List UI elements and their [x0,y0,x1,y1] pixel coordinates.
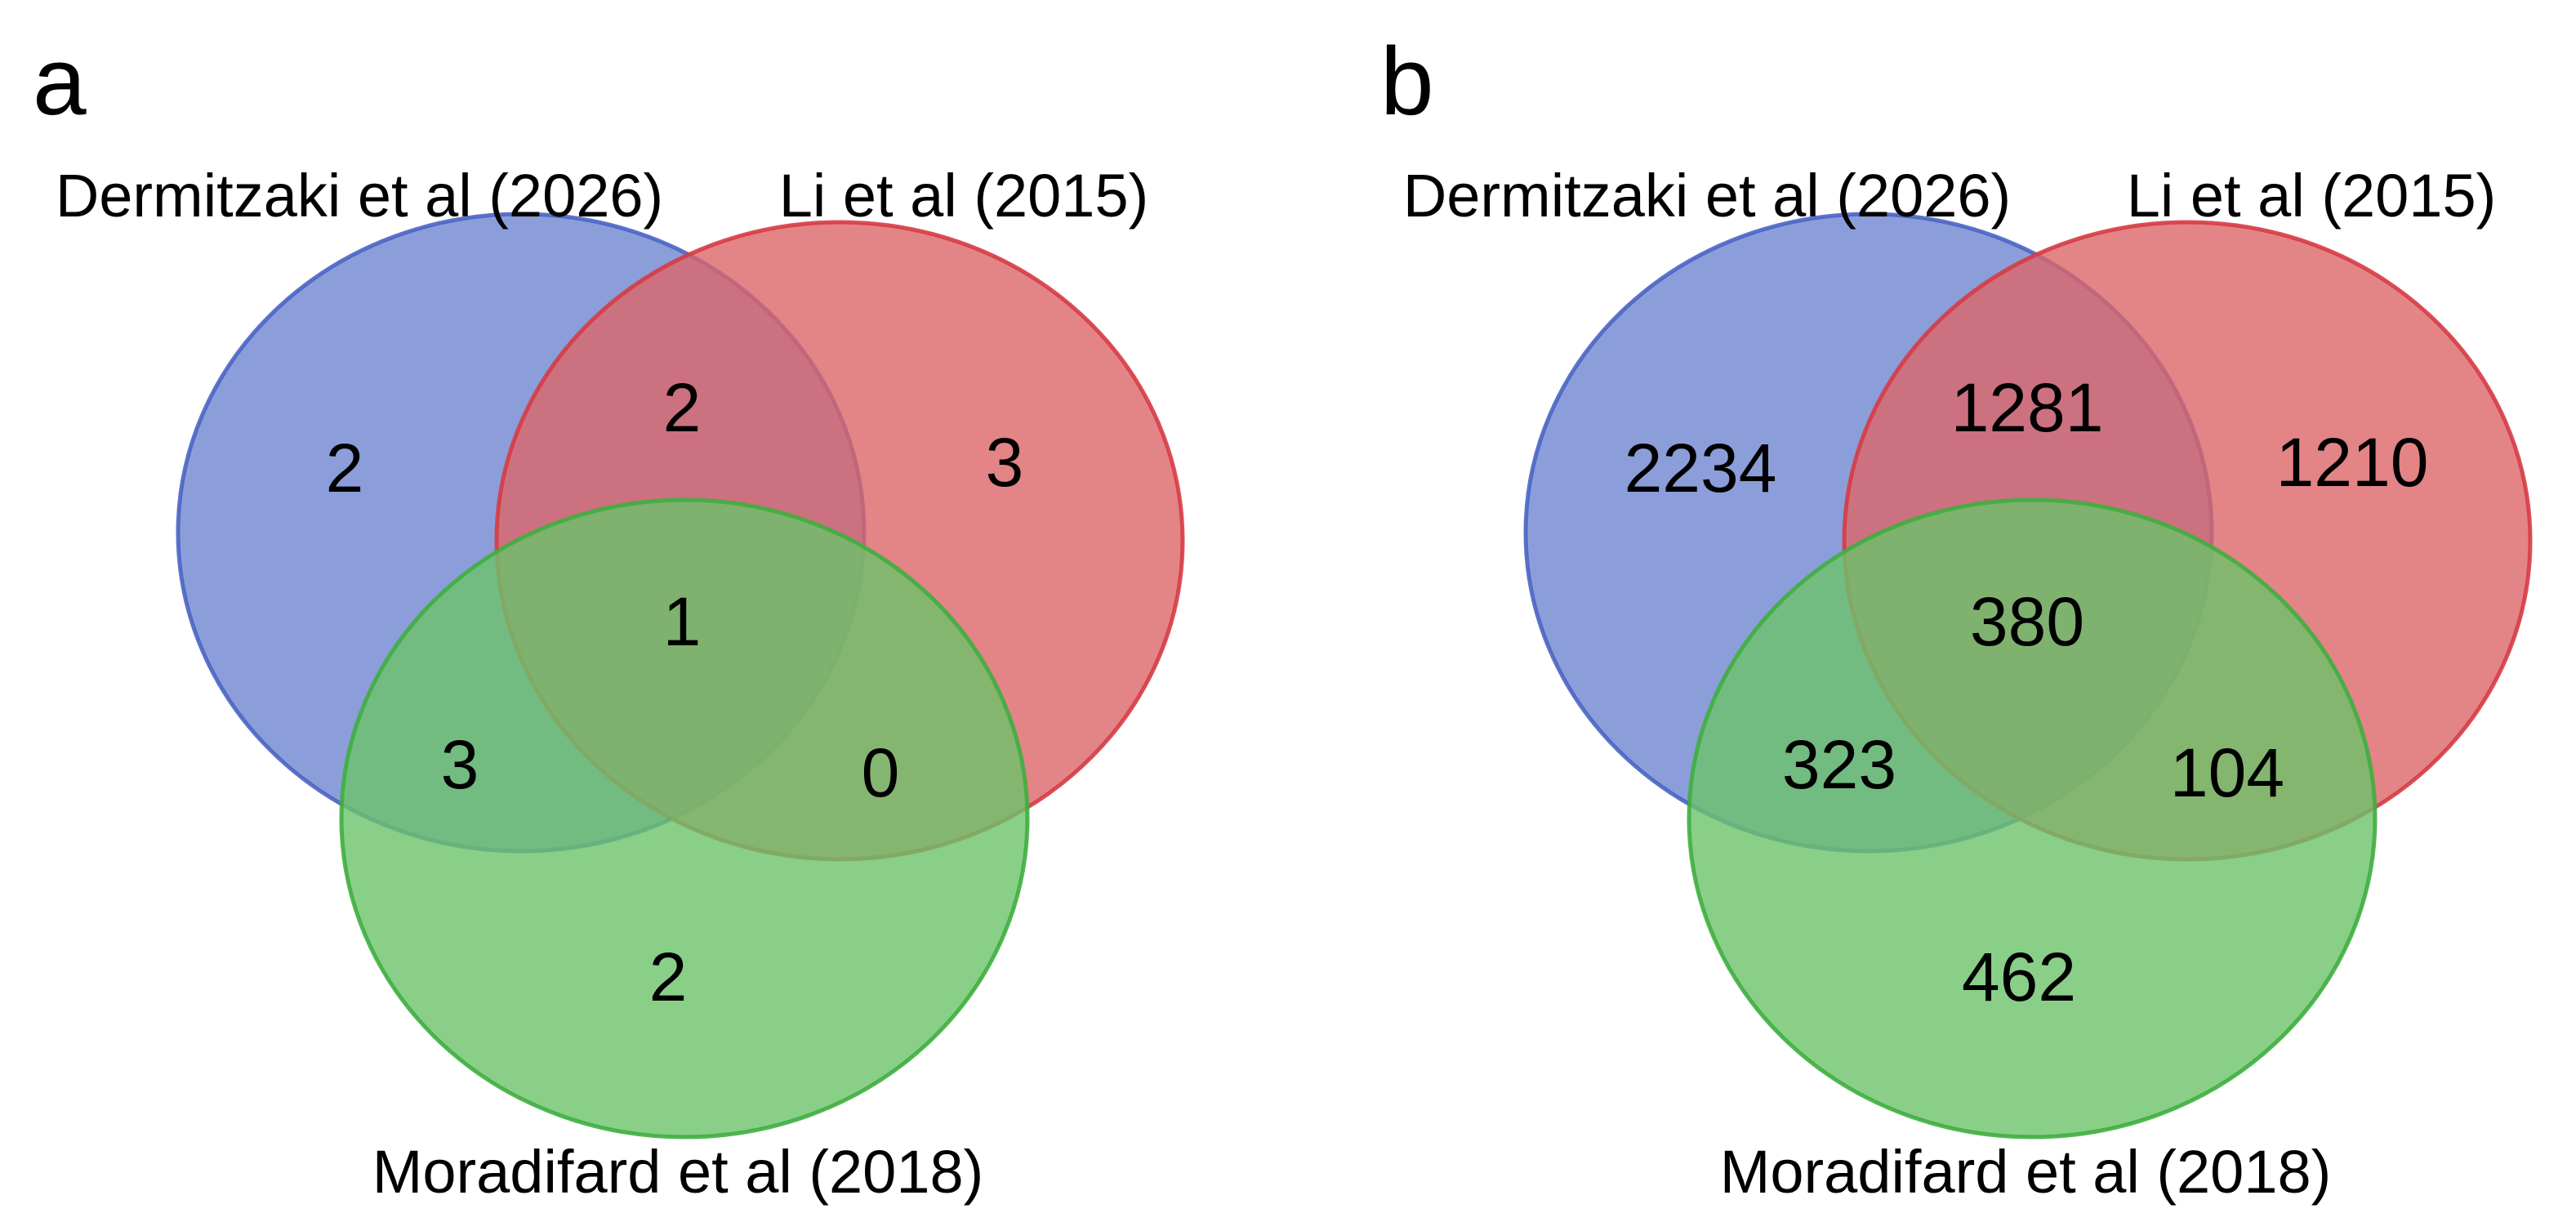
region-count-b-ab: 1281 [1951,369,2104,446]
region-count-b-set-a-only: 2234 [1624,430,1777,506]
region-count-a-ac: 3 [441,726,479,803]
set-label-b-dermitzaki: Dermitzaki et al (2026) [1403,162,2011,230]
region-count-a-abc: 1 [663,583,702,660]
set-label-a-li: Li et al (2015) [779,162,1149,230]
region-count-a-ab: 2 [663,369,702,446]
region-count-b-bc: 104 [2170,734,2284,811]
venn-circle-b-set-c [1687,497,2378,1140]
region-count-a-bc: 0 [862,734,900,811]
region-count-a-set-c-only: 2 [649,939,688,1015]
region-count-b-ac: 323 [1782,726,1896,803]
panel-letter-a: a [33,28,87,136]
region-count-b-abc: 380 [1970,583,2084,660]
set-label-b-li: Li et al (2015) [2127,162,2497,230]
venn-panel-a: a Dermitzaki et al (2026) Li et al (2015… [33,28,1185,1206]
region-count-a-set-a-only: 2 [326,430,364,506]
venn-panel-b: b Dermitzaki et al (2026) Li et al (2015… [1380,28,2533,1206]
set-label-b-moradifard: Moradifard et al (2018) [1720,1138,2332,1206]
region-count-b-set-b-only: 1210 [2276,424,2429,501]
set-label-a-dermitzaki: Dermitzaki et al (2026) [56,162,663,230]
set-label-a-moradifard: Moradifard et al (2018) [372,1138,984,1206]
region-count-a-set-b-only: 3 [986,424,1024,501]
panel-letter-b: b [1380,28,1434,136]
region-count-b-set-c-only: 462 [1962,939,2076,1015]
venn-circle-a-set-c [339,497,1030,1140]
